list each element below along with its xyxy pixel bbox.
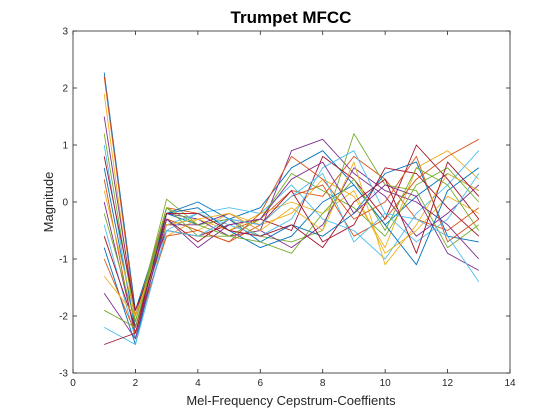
series-line-17 [103, 161, 480, 317]
y-tick-label: -2 [59, 312, 68, 323]
chart-title: Trumpet MFCC [231, 8, 352, 27]
x-tick-label: 14 [504, 378, 516, 389]
series-line-18 [103, 161, 480, 340]
y-tick-label: 1 [62, 141, 68, 152]
series-line-20 [103, 173, 480, 345]
series-line-21 [104, 161, 480, 345]
series-lines [103, 72, 480, 345]
x-axis-label: Mel-Frequency Cepstrum-Coeffients [186, 393, 396, 408]
x-tick-label: 8 [320, 378, 326, 389]
y-tick-label: -1 [59, 255, 68, 266]
x-tick-label: 0 [70, 378, 76, 389]
y-tick-label: 2 [62, 84, 68, 95]
y-tick-label: -3 [59, 369, 68, 380]
x-tick-label: 4 [195, 378, 201, 389]
y-axis-label: Magnitude [41, 172, 56, 233]
y-tick-label: 0 [62, 198, 68, 209]
x-tick-label: 2 [133, 378, 139, 389]
series-line-5 [103, 133, 480, 323]
x-tick-label: 10 [380, 378, 392, 389]
series-line-16 [103, 155, 480, 334]
x-tick-label: 6 [258, 378, 264, 389]
series-line-19 [103, 167, 480, 328]
y-tick-label: 3 [62, 27, 68, 38]
x-tick-label: 12 [442, 378, 454, 389]
